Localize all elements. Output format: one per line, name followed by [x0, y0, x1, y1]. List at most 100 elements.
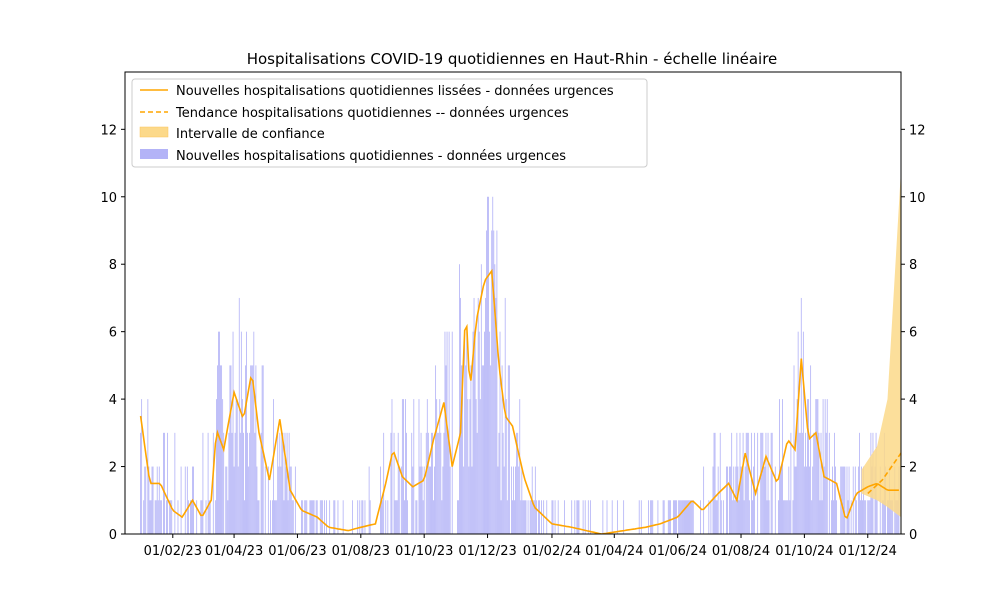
daily-bar [474, 331, 476, 534]
daily-bar [398, 466, 400, 534]
x-tick-label: 01/02/23 [144, 544, 202, 559]
daily-bar [703, 466, 705, 534]
daily-bar [286, 432, 288, 534]
daily-bar [760, 432, 762, 534]
daily-bar [861, 466, 862, 534]
daily-bar [240, 331, 242, 534]
daily-bar [781, 466, 782, 534]
daily-bar [616, 500, 618, 534]
daily-bar [459, 264, 460, 534]
daily-bar [546, 500, 548, 534]
daily-bar [668, 500, 670, 534]
daily-bar [485, 297, 486, 534]
daily-bar [792, 500, 794, 534]
daily-bar [406, 432, 407, 534]
daily-bar [441, 500, 443, 534]
daily-bar [304, 500, 306, 534]
daily-bar [432, 432, 433, 534]
daily-bar [229, 365, 231, 534]
daily-bar [533, 500, 535, 534]
daily-bar [843, 466, 845, 534]
daily-bar [433, 500, 434, 534]
y-tick-label-right: 4 [909, 393, 917, 408]
daily-bar [186, 466, 188, 534]
daily-bar [502, 432, 504, 534]
smoothed-line [139, 268, 899, 534]
daily-bar [796, 399, 798, 534]
daily-bar [713, 432, 715, 534]
daily-bar [275, 500, 277, 534]
daily-bar [710, 500, 712, 534]
daily-bar [272, 500, 273, 534]
daily-bar [667, 500, 669, 534]
legend-box [131, 78, 648, 168]
daily-bar [816, 399, 818, 534]
daily-bar [495, 297, 497, 534]
daily-bar [780, 466, 781, 534]
y-tick-label-right: 6 [909, 326, 917, 341]
daily-bar [862, 500, 863, 534]
daily-bar [737, 466, 739, 534]
daily-bar [611, 500, 613, 534]
daily-bar [871, 466, 873, 534]
daily-bar [524, 500, 526, 534]
daily-bar [501, 365, 503, 534]
daily-bar [487, 196, 488, 534]
daily-bar [236, 399, 238, 534]
daily-bar [511, 466, 512, 534]
daily-bar [364, 500, 366, 534]
daily-bar [513, 466, 514, 534]
daily-bar [245, 365, 246, 534]
daily-bar [415, 500, 417, 534]
daily-bar [428, 466, 430, 534]
daily-bar [140, 432, 141, 534]
daily-bar [498, 432, 500, 534]
daily-bar [674, 500, 675, 534]
daily-bar [449, 466, 451, 534]
daily-bar [795, 466, 797, 534]
y-tick-label-left: 10 [100, 191, 117, 206]
daily-bar [874, 466, 876, 534]
x-tick-label: 01/04/23 [205, 544, 263, 559]
daily-bar [200, 500, 202, 534]
daily-bar [522, 500, 524, 534]
daily-bar [166, 500, 167, 534]
x-tick-label: 01/08/23 [332, 544, 390, 559]
daily-bar [543, 500, 545, 534]
daily-bar [352, 500, 353, 534]
daily-bar [412, 466, 414, 534]
daily-bar [715, 500, 717, 534]
daily-bar [201, 500, 203, 534]
daily-bar [445, 365, 447, 534]
daily-bar [691, 500, 693, 534]
daily-bar [782, 399, 783, 534]
trend-line [867, 452, 901, 495]
daily-bar [277, 432, 279, 534]
daily-bar [766, 500, 768, 534]
daily-bar [657, 500, 659, 534]
daily-bar [251, 365, 253, 534]
daily-bar [508, 365, 510, 534]
daily-bar [264, 466, 266, 534]
daily-bar [892, 500, 894, 534]
daily-bar [746, 432, 748, 534]
daily-bar [310, 500, 312, 534]
daily-bar [492, 196, 494, 534]
daily-bar [283, 500, 285, 534]
daily-bar [481, 365, 483, 534]
daily-bar [289, 466, 291, 534]
daily-bar [184, 466, 186, 534]
daily-bar [720, 500, 722, 534]
daily-bar [404, 500, 405, 534]
daily-bar [244, 500, 245, 534]
daily-bar [390, 432, 392, 534]
daily-bar [442, 466, 444, 534]
daily-bar [896, 500, 898, 534]
daily-bar [652, 500, 654, 534]
daily-bar [440, 432, 442, 534]
daily-bar [663, 500, 665, 534]
daily-bar [171, 500, 173, 534]
daily-bar [220, 365, 221, 534]
daily-bar [578, 500, 580, 534]
daily-bar [208, 500, 210, 534]
